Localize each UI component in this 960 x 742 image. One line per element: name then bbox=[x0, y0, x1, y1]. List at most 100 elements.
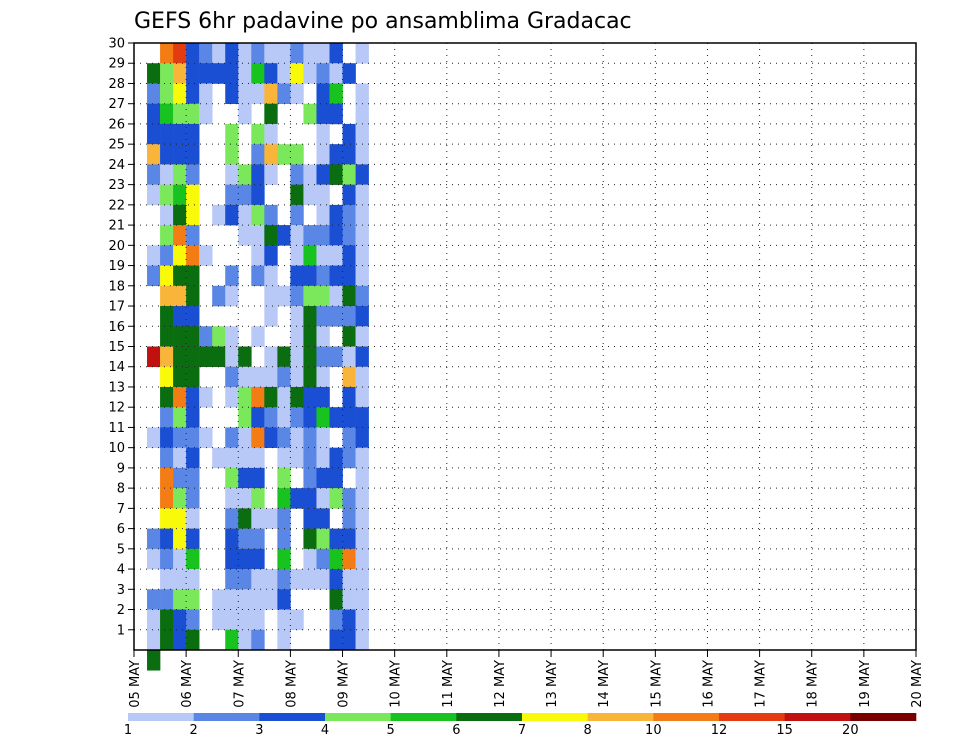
heatmap-cell bbox=[173, 366, 187, 388]
heatmap-cell bbox=[238, 528, 252, 550]
heatmap-cell bbox=[316, 204, 330, 226]
y-tick-label: 22 bbox=[108, 198, 125, 213]
x-tick-label: 09 MAY bbox=[337, 660, 352, 708]
heatmap-cell bbox=[316, 144, 330, 165]
heatmap-cell bbox=[238, 386, 252, 408]
heatmap-cell bbox=[316, 184, 330, 206]
heatmap-cell bbox=[290, 204, 304, 226]
heatmap-cell bbox=[160, 508, 174, 529]
chart-title: GEFS 6hr padavine po ansamblima Gradacac bbox=[134, 9, 632, 34]
heatmap-cell bbox=[316, 488, 330, 509]
heatmap-cell bbox=[212, 326, 226, 347]
heatmap-cell bbox=[342, 407, 356, 428]
heatmap-cell bbox=[264, 306, 278, 327]
heatmap-cell bbox=[303, 63, 317, 84]
heatmap-cell bbox=[277, 548, 291, 570]
heatmap-cell bbox=[160, 528, 174, 550]
heatmap-cell bbox=[342, 265, 356, 287]
heatmap-cell bbox=[251, 164, 265, 185]
heatmap-cell bbox=[277, 144, 291, 165]
y-tick-label: 9 bbox=[117, 461, 125, 476]
heatmap-cell bbox=[173, 467, 187, 489]
heatmap-cell bbox=[264, 407, 278, 428]
heatmap-cell bbox=[225, 548, 239, 570]
heatmap-cell bbox=[316, 366, 330, 388]
heatmap-cell bbox=[160, 43, 174, 64]
heatmap-cell bbox=[160, 609, 174, 631]
heatmap-cell bbox=[303, 225, 317, 246]
heatmap-cell bbox=[303, 366, 317, 388]
heatmap-cell bbox=[225, 467, 239, 489]
heatmap-cell bbox=[290, 184, 304, 206]
y-tick-label: 25 bbox=[108, 138, 125, 153]
heatmap-cell bbox=[251, 548, 265, 570]
x-tick-label: 08 MAY bbox=[284, 660, 299, 708]
heatmap-cell bbox=[277, 427, 291, 448]
colorbar-label: 3 bbox=[255, 723, 263, 738]
y-tick-label: 1 bbox=[117, 623, 125, 638]
heatmap-cell bbox=[251, 63, 265, 84]
heatmap-cell bbox=[264, 123, 278, 145]
heatmap-cell bbox=[186, 306, 200, 327]
heatmap-cell bbox=[238, 589, 252, 610]
heatmap-cell bbox=[264, 346, 278, 368]
heatmap-cell bbox=[355, 569, 369, 590]
y-tick-label: 8 bbox=[117, 482, 125, 497]
heatmap-cell bbox=[199, 103, 213, 125]
heatmap-cell bbox=[342, 306, 356, 327]
heatmap-cell bbox=[173, 629, 187, 651]
heatmap-cell bbox=[329, 245, 343, 266]
heatmap-cell bbox=[277, 589, 291, 610]
y-tick-label: 23 bbox=[108, 178, 125, 193]
heatmap-cell bbox=[303, 386, 317, 408]
heatmap-cell bbox=[147, 164, 161, 185]
heatmap-cell bbox=[238, 164, 252, 185]
heatmap-cell bbox=[355, 346, 369, 368]
heatmap-cell bbox=[147, 629, 161, 651]
heatmap-cell bbox=[160, 204, 174, 226]
heatmap-cell bbox=[303, 184, 317, 206]
heatmap-cell bbox=[264, 589, 278, 610]
y-tick-label: 11 bbox=[108, 421, 125, 436]
heatmap-cell bbox=[251, 447, 265, 469]
heatmap-cell bbox=[355, 265, 369, 287]
heatmap-cell bbox=[186, 447, 200, 469]
y-tick-label: 13 bbox=[108, 380, 125, 395]
heatmap-cell bbox=[303, 427, 317, 448]
heatmap-cell bbox=[329, 346, 343, 368]
colorbar-label: 4 bbox=[321, 723, 329, 738]
heatmap-cell bbox=[277, 225, 291, 246]
colorbar-legend: 1 2 3 4 5 6 7 8 10 12 15 20 bbox=[124, 713, 917, 738]
heatmap-cell bbox=[316, 103, 330, 125]
heatmap-cell bbox=[186, 285, 200, 307]
heatmap-cell bbox=[147, 103, 161, 125]
heatmap-cell bbox=[160, 306, 174, 327]
heatmap-cell bbox=[186, 427, 200, 448]
heatmap-cell bbox=[186, 184, 200, 206]
heatmap-cell bbox=[342, 548, 356, 570]
heatmap-cell bbox=[173, 386, 187, 408]
heatmap-cell bbox=[342, 386, 356, 408]
heatmap-cell bbox=[303, 326, 317, 347]
heatmap-cell bbox=[329, 265, 343, 287]
heatmap-cell bbox=[303, 407, 317, 428]
heatmap-cell bbox=[173, 204, 187, 226]
heatmap-cell bbox=[342, 245, 356, 266]
heatmap-cell bbox=[199, 83, 213, 104]
heatmap-cell bbox=[186, 123, 200, 145]
heatmap-cell bbox=[186, 83, 200, 104]
heatmap-cell bbox=[303, 346, 317, 368]
heatmap-cell bbox=[303, 164, 317, 185]
heatmap-cell bbox=[290, 164, 304, 185]
heatmap-cell bbox=[225, 488, 239, 509]
heatmap-cell bbox=[212, 589, 226, 610]
heatmap-cell bbox=[342, 285, 356, 307]
heatmap-cell bbox=[342, 447, 356, 469]
y-tick-label: 12 bbox=[108, 401, 125, 416]
heatmap-cell bbox=[186, 528, 200, 550]
heatmap-cell bbox=[251, 629, 265, 651]
heatmap-cell bbox=[290, 63, 304, 84]
y-tick-label: 20 bbox=[108, 239, 125, 254]
heatmap-cell bbox=[316, 83, 330, 104]
heatmap-cell bbox=[173, 123, 187, 145]
